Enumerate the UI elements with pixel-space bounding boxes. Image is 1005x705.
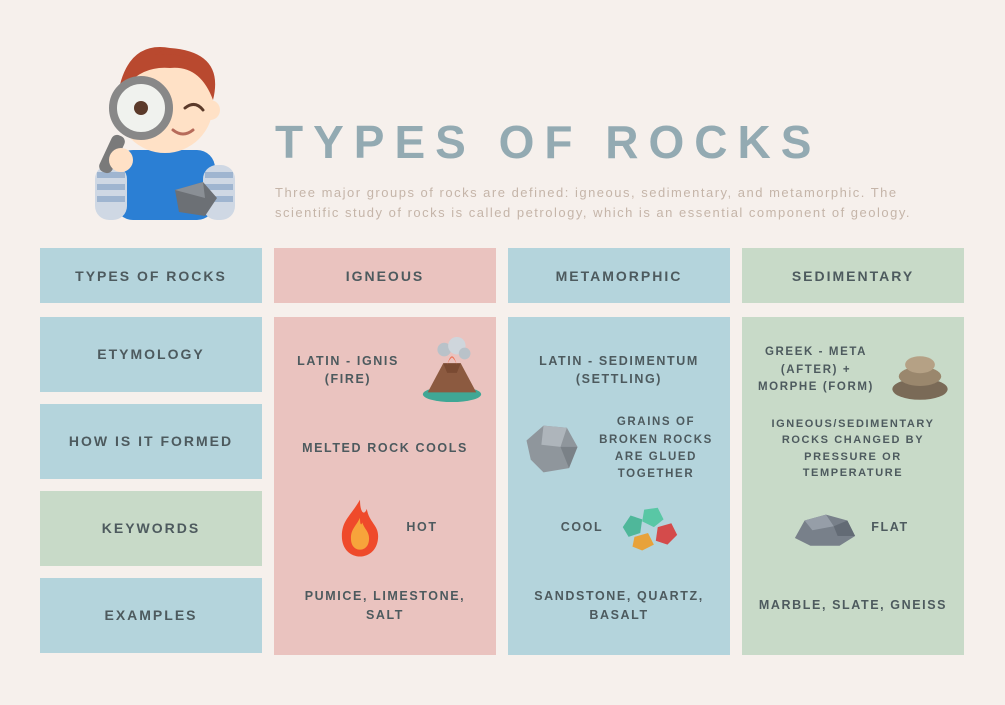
body-metamorphic: LATIN - SEDIMENTUM (SETTLING) GRAINS OF … <box>508 317 730 655</box>
sedimentary-keyword: FLAT <box>865 518 914 537</box>
sedimentary-formed: IGNEOUS/SEDIMENTARY ROCKS CHANGED BY PRE… <box>752 416 954 482</box>
header-igneous: IGNEOUS <box>274 248 496 303</box>
column-igneous: IGNEOUS LATIN - IGNIS (FIRE) <box>274 248 496 665</box>
label-examples: EXAMPLES <box>40 578 262 653</box>
sedimentary-examples: MARBLE, SLATE, GNEISS <box>753 596 953 615</box>
label-etymology: ETYMOLOGY <box>40 317 262 392</box>
body-sedimentary: GREEK - META (AFTER) + MORPHE (FORM) IGN… <box>742 317 964 655</box>
igneous-keyword: HOT <box>400 518 443 537</box>
rock-types-table: TYPES OF ROCKS ETYMOLOGY HOW IS IT FORME… <box>40 248 965 665</box>
column-metamorphic: METAMORPHIC LATIN - SEDIMENTUM (SETTLING… <box>508 248 730 665</box>
gems-icon <box>615 493 683 561</box>
sedimentary-etymology: GREEK - META (AFTER) + MORPHE (FORM) <box>752 344 880 396</box>
page-title: TYPES OF ROCKS <box>275 115 965 169</box>
column-sedimentary: SEDIMENTARY GREEK - META (AFTER) + MORPH… <box>742 248 964 665</box>
volcano-icon <box>418 336 486 404</box>
body-igneous: LATIN - IGNIS (FIRE) <box>274 317 496 655</box>
metamorphic-etymology: LATIN - SEDIMENTUM (SETTLING) <box>518 352 720 390</box>
igneous-examples: PUMICE, LIMESTONE, SALT <box>284 587 486 625</box>
boy-magnifier-icon <box>75 30 255 240</box>
fire-icon <box>326 493 394 561</box>
metamorphic-examples: SANDSTONE, QUARTZ, BASALT <box>518 587 720 625</box>
metamorphic-keyword: COOL <box>555 518 610 537</box>
rock-chunk-icon <box>518 415 586 483</box>
page-subtitle: Three major groups of rocks are defined:… <box>275 183 955 222</box>
metamorphic-formed: GRAINS OF BROKEN ROCKS ARE GLUED TOGETHE… <box>592 414 720 483</box>
header-metamorphic: METAMORPHIC <box>508 248 730 303</box>
header-types: TYPES OF ROCKS <box>40 248 262 303</box>
slate-rock-icon <box>791 493 859 561</box>
igneous-etymology: LATIN - IGNIS (FIRE) <box>284 352 412 390</box>
label-keywords: KEYWORDS <box>40 491 262 566</box>
igneous-formed: MELTED ROCK COOLS <box>296 439 474 458</box>
header-sedimentary: SEDIMENTARY <box>742 248 964 303</box>
label-column: TYPES OF ROCKS ETYMOLOGY HOW IS IT FORME… <box>40 248 262 665</box>
stacked-stones-icon <box>886 336 954 404</box>
label-formed: HOW IS IT FORMED <box>40 404 262 479</box>
